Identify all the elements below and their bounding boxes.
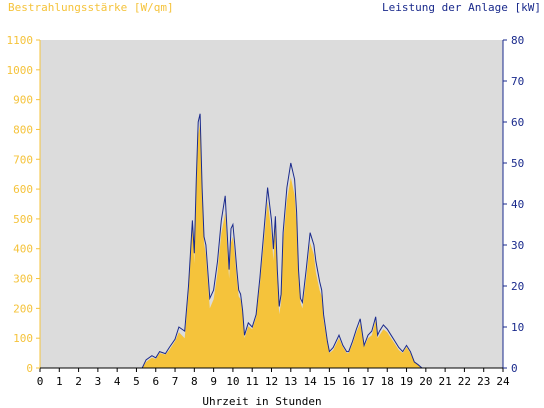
- right-tick-label: 30: [511, 239, 524, 252]
- x-tick-label: 5: [133, 375, 140, 388]
- left-tick-label: 0: [26, 362, 33, 375]
- x-tick-label: 7: [172, 375, 179, 388]
- right-axis-title: Leistung der Anlage [kW]: [382, 1, 541, 14]
- x-axis-label: Uhrzeit in Stunden: [202, 395, 321, 408]
- right-tick-label: 80: [511, 34, 524, 47]
- right-tick-label: 40: [511, 198, 524, 211]
- x-tick-label: 12: [265, 375, 278, 388]
- left-tick-label: 200: [13, 302, 33, 315]
- x-tick-label: 16: [342, 375, 355, 388]
- right-tick-label: 20: [511, 280, 524, 293]
- left-tick-label: 900: [13, 94, 33, 107]
- left-tick-label: 400: [13, 243, 33, 256]
- x-tick-label: 19: [400, 375, 413, 388]
- right-tick-label: 10: [511, 321, 524, 334]
- x-tick-label: 10: [226, 375, 239, 388]
- x-tick-label: 23: [477, 375, 490, 388]
- right-tick-label: 50: [511, 157, 524, 170]
- left-tick-label: 600: [13, 183, 33, 196]
- x-tick-label: 4: [114, 375, 121, 388]
- x-tick-label: 6: [152, 375, 159, 388]
- right-tick-label: 0: [511, 362, 518, 375]
- right-tick-label: 70: [511, 75, 524, 88]
- x-tick-label: 18: [381, 375, 394, 388]
- x-tick-label: 22: [458, 375, 471, 388]
- left-tick-label: 1000: [7, 64, 34, 77]
- x-tick-label: 1: [56, 375, 63, 388]
- x-tick-label: 2: [75, 375, 82, 388]
- left-axis-ticks: 0 100 200 300 400 500 600 700 800 900 1000 1100: [7, 34, 40, 375]
- left-tick-label: 1100: [7, 34, 34, 47]
- x-tick-label: 15: [323, 375, 336, 388]
- left-tick-label: 100: [13, 332, 33, 345]
- left-tick-label: 300: [13, 273, 33, 286]
- x-tick-label: 11: [246, 375, 259, 388]
- x-tick-label: 3: [95, 375, 102, 388]
- right-tick-label: 60: [511, 116, 524, 129]
- left-axis-title: Bestrahlungsstärke [W/qm]: [8, 1, 174, 14]
- x-tick-label: 24: [496, 375, 510, 388]
- power-line: [40, 113, 503, 369]
- x-tick-label: 13: [284, 375, 297, 388]
- left-tick-label: 500: [13, 213, 33, 226]
- x-tick-label: 21: [439, 375, 452, 388]
- x-tick-label: 9: [210, 375, 217, 388]
- x-axis-ticks: 0 1 2 3 4 5 6 7 8 9 10 11 12 13 14 15 16 17 18 19 20 21 22 23 24: [37, 368, 510, 388]
- left-tick-label: 700: [13, 153, 33, 166]
- x-tick-label: 0: [37, 375, 44, 388]
- irradiance-area: [40, 123, 503, 368]
- x-tick-label: 14: [303, 375, 317, 388]
- x-tick-label: 17: [361, 375, 374, 388]
- left-tick-label: 800: [13, 123, 33, 136]
- right-axis-ticks: 0 10 20 30 40 50 60 70 80: [503, 34, 524, 375]
- x-tick-label: 20: [419, 375, 432, 388]
- x-tick-label: 8: [191, 375, 198, 388]
